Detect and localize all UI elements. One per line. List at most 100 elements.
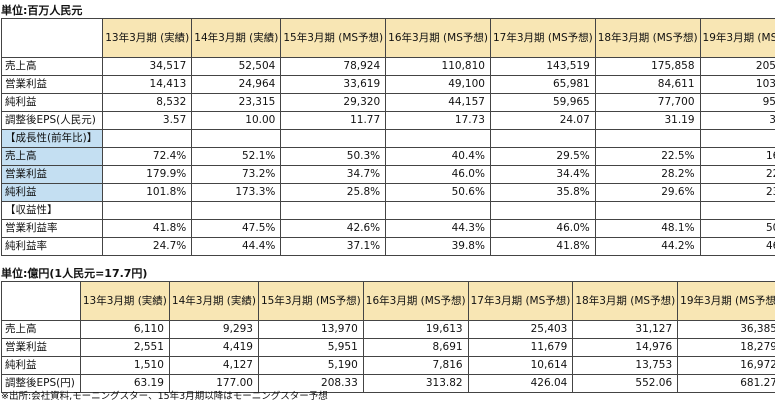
cell [489,129,596,148]
cell: 17.73 [385,111,491,130]
table-row: 売上高 72.4% 52.1% 50.3% 40.4% 29.5% 22.5% … [0,147,775,166]
cell: 3.57 [102,111,193,130]
cell: 11,679 [467,338,574,357]
cell: 46.0% [489,219,596,238]
cell: 8,532 [102,93,193,112]
cell: 34.7% [280,165,387,184]
cell: 5,190 [257,356,364,375]
table-row: 営業利益率 41.8% 47.5% 42.6% 44.3% 46.0% 48.1… [0,219,775,238]
cell: 37.1% [280,237,387,256]
cell: 35.8% [489,183,596,202]
cell: 13,753 [572,356,679,375]
table-row: 営業利益 14,413 24,964 33,619 49,100 65,981 … [0,75,775,94]
header-row: 13年3月期 (実績) 14年3月期 (実績) 15年3月期 (MS予想) 16… [1,281,775,321]
table-row: 純利益 1,510 4,127 5,190 7,816 10,614 13,75… [1,356,775,375]
cell: 34,517 [102,57,193,76]
cell: 31,127 [572,320,679,339]
row-label: 調整後EPS(人民元) [0,111,104,130]
row-label: 純利益 [1,356,81,375]
cell: 72.4% [102,147,193,166]
cell: 24,964 [191,75,282,94]
col-header: 14年3月期 (実績) [168,281,259,321]
cell: 13,970 [257,320,364,339]
col-header: 18年3月期 (MS予想) [572,281,679,321]
cell: 44.2% [594,237,701,256]
cell: 41.8% [489,237,596,256]
cell [191,201,282,220]
table-row: 調整後EPS(人民元) 3.57 10.00 11.77 17.73 24.07… [0,111,775,130]
cell [102,129,193,148]
col-header: 16年3月期 (MS予想) [362,281,469,321]
row-label: 純利益 [0,183,104,202]
cell: 28.2% [594,165,701,184]
cell: 101.8% [102,183,193,202]
cell: 23.4% [699,183,775,202]
cell [594,129,701,148]
cell: 2,551 [79,338,170,357]
cell: 38.49 [699,111,775,130]
unit-label-1: 単位:百万人民元 [1,4,83,17]
table-row: 純利益率 24.7% 44.4% 37.1% 39.8% 41.8% 44.2%… [0,237,775,256]
cell: 9,293 [168,320,259,339]
cell: 25.8% [280,183,387,202]
col-header: 13年3月期 (実績) [102,18,193,58]
cell: 208.33 [257,374,364,393]
cell: 24.07 [489,111,596,130]
cell: 177.00 [168,374,259,393]
cell: 4,419 [168,338,259,357]
cell: 52.1% [191,147,282,166]
cell: 25,403 [467,320,574,339]
cell: 84,611 [594,75,701,94]
cell: 173.3% [191,183,282,202]
cell: 22.5% [594,147,701,166]
unit-label-2: 単位:億円(1人民元=17.7円) [1,267,148,280]
cell: 14,976 [572,338,679,357]
cell [385,201,491,220]
cell: 22.1% [699,165,775,184]
cell: 18,279 [677,338,775,357]
cell: 7,816 [362,356,469,375]
cell: 426.04 [467,374,574,393]
table-row: 調整後EPS(円) 63.19 177.00 208.33 313.82 426… [1,374,775,393]
cell [191,129,282,148]
table-row: 純利益 101.8% 173.3% 25.8% 50.6% 35.8% 29.6… [0,183,775,202]
cell: 681.27 [677,374,775,393]
cell: 50.3% [280,147,387,166]
cell [699,201,775,220]
table-row: 売上高 6,110 9,293 13,970 19,613 25,403 31,… [1,320,775,339]
row-label: 営業利益 [1,338,81,357]
col-header: 13年3月期 (実績) [79,281,170,321]
cell: 39.8% [385,237,491,256]
col-header: 16年3月期 (MS予想) [385,18,491,58]
cell: 10.00 [191,111,282,130]
cell: 23,315 [191,93,282,112]
cell: 50.6% [385,183,491,202]
col-header: 18年3月期 (MS予想) [594,18,701,58]
table-row: 営業利益 2,551 4,419 5,951 8,691 11,679 14,9… [1,338,775,357]
section-label: 【成長性(前年比)】 [0,129,104,148]
table-row: 純利益 8,532 23,315 29,320 44,157 59,965 77… [0,93,775,112]
row-label: 売上高 [1,320,81,339]
cell: 1,510 [79,356,170,375]
cell: 29,320 [280,93,387,112]
cell: 14,413 [102,75,193,94]
cell: 49,100 [385,75,491,94]
cell: 50.2% [699,219,775,238]
cell: 6,110 [79,320,170,339]
cell: 41.8% [102,219,193,238]
cell [280,129,387,148]
col-header: 15年3月期 (MS予想) [280,18,387,58]
cell: 34.4% [489,165,596,184]
cell: 8,691 [362,338,469,357]
cell: 110,810 [385,57,491,76]
corner-cell [0,18,104,58]
cell: 78,924 [280,57,387,76]
corner-cell [1,281,81,321]
cell: 48.1% [594,219,701,238]
cell: 552.06 [572,374,679,393]
cell: 11.77 [280,111,387,130]
col-header: 15年3月期 (MS予想) [257,281,364,321]
cell: 59,965 [489,93,596,112]
cell: 95,888 [699,93,775,112]
cell: 44.3% [385,219,491,238]
